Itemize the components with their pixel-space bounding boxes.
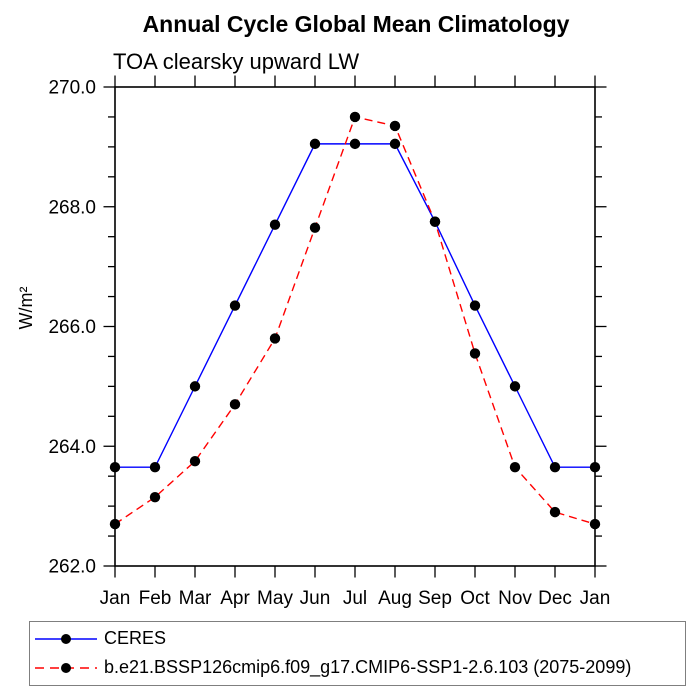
legend-item-ceres: CERES — [33, 624, 685, 653]
chart-title: Annual Cycle Global Mean Climatology — [142, 11, 570, 37]
y-axis-tick-label: 268.0 — [48, 197, 96, 218]
legend-marker-0 — [61, 633, 71, 644]
x-axis-tick-label: Dec — [538, 588, 572, 609]
x-axis-tick-label: Mar — [179, 588, 212, 609]
y-axis-tick-label: 262.0 — [48, 557, 96, 578]
legend-label-model: b.e21.BSSP126cmip6.f09_g17.CMIP6-SSP1-2.… — [104, 657, 632, 677]
data-point-series0-Oct — [469, 300, 481, 311]
data-point-series0-Mar — [189, 381, 201, 392]
data-point-series1-Apr — [229, 399, 241, 410]
legend-marker-1 — [61, 662, 71, 673]
ceres-line-swatch — [35, 633, 97, 644]
x-axis-tick-label: Oct — [460, 588, 490, 609]
legend-box: CERES b.e21.BSSP126cmip6.f09_g17.CMIP6-S… — [29, 621, 686, 686]
x-axis-tick-label: Feb — [139, 588, 172, 609]
data-point-series0-Aug — [389, 138, 401, 150]
data-point-series1-Nov — [509, 462, 521, 473]
chart-canvas: Jan Feb Mar Apr May Jun Jul Aug Sep Oct Nov Dec Jan2… — [48, 75, 611, 609]
data-point-series1-Aug — [389, 120, 401, 132]
data-point-series0-Nov — [509, 381, 521, 392]
data-point-series0-Dec — [549, 462, 561, 473]
x-axis-tick-label: Jul — [343, 588, 367, 609]
data-point-series1-Oct — [469, 348, 481, 359]
x-axis-tick-label: Jan — [580, 588, 611, 609]
chart-subtitle: TOA clearsky upward LW — [113, 49, 360, 74]
data-point-series0-Jun — [309, 138, 321, 150]
y-axis-tick-label: 270.0 — [48, 78, 96, 99]
data-point-series0-May — [269, 219, 281, 230]
legend-label-ceres: CERES — [104, 628, 167, 648]
data-point-series1-Jun — [309, 222, 321, 233]
data-point-series0-Apr — [229, 300, 241, 311]
data-point-series0-Jul — [349, 138, 361, 150]
series-line-0 — [115, 143, 595, 468]
model-line-swatch — [35, 662, 97, 673]
y-axis-tick-label: 264.0 — [48, 437, 96, 458]
data-point-series1-Feb — [149, 491, 161, 503]
data-point-series1-Jan — [589, 518, 601, 530]
data-point-series0-Jan — [109, 462, 121, 473]
x-axis-tick-label: Jun — [300, 588, 331, 609]
data-point-series1-May — [269, 333, 281, 344]
y-axis-tick-label: 266.0 — [48, 317, 96, 338]
x-axis-tick-label: May — [257, 588, 293, 609]
series-line-1 — [114, 116, 596, 525]
data-point-series1-Dec — [549, 506, 561, 518]
data-point-series1-Sep — [429, 216, 441, 227]
data-point-series1-Jan — [109, 518, 121, 530]
data-point-series1-Mar — [189, 456, 201, 467]
x-axis-tick-label: Nov — [498, 588, 532, 609]
x-axis-tick-label: Aug — [378, 588, 412, 609]
data-point-series1-Jul — [349, 111, 361, 123]
data-point-series0-Feb — [149, 462, 161, 473]
x-axis-tick-label: Sep — [418, 588, 452, 609]
x-axis-tick-label: Jan — [100, 588, 131, 609]
plot-border — [114, 86, 596, 567]
x-axis-tick-label: Apr — [220, 588, 250, 609]
data-point-series0-Jan — [589, 462, 601, 473]
legend-item-model: b.e21.BSSP126cmip6.f09_g17.CMIP6-SSP1-2.… — [33, 653, 685, 682]
